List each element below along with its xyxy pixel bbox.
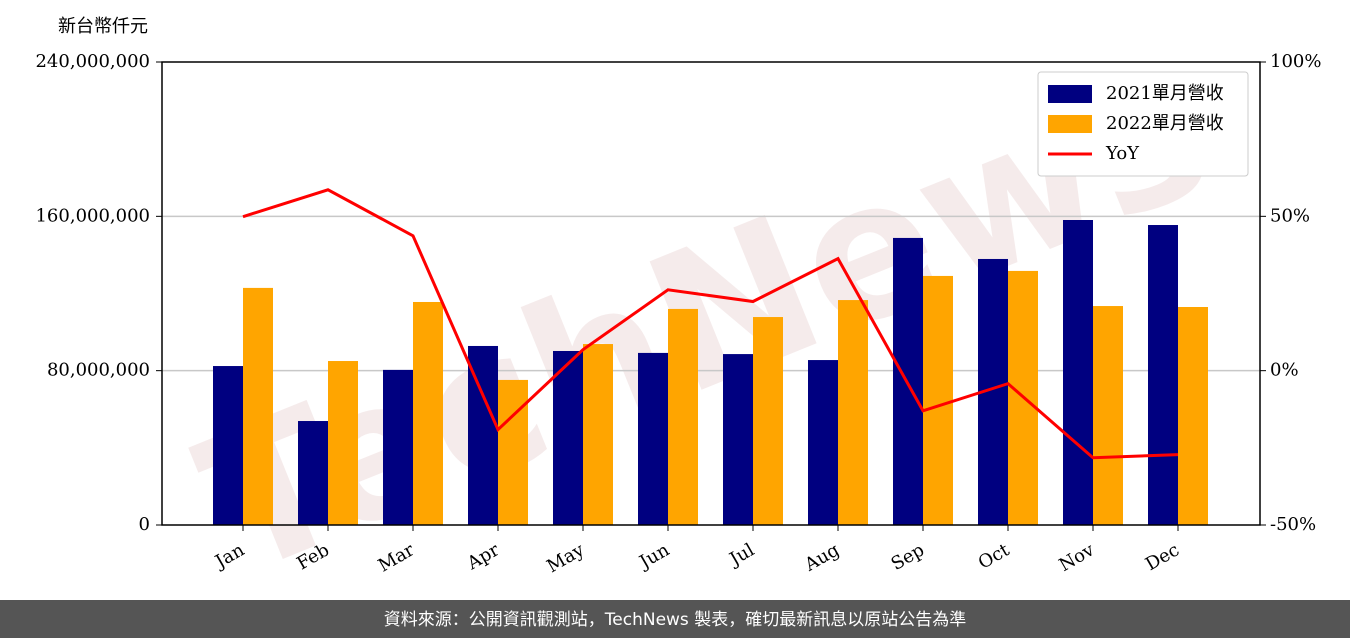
bar [1063, 219, 1093, 525]
x-tick-label: Jul [724, 539, 758, 571]
bar [1148, 225, 1178, 525]
x-tick-label: Aug [800, 539, 843, 576]
x-tick-label: May [543, 539, 588, 577]
legend-swatch [1048, 85, 1092, 103]
y-axis-label: 新台幣仟元 [58, 16, 148, 37]
x-tick-label: Nov [1056, 539, 1099, 576]
bar [298, 421, 328, 525]
bar [723, 354, 753, 525]
bar [668, 308, 698, 525]
legend-label: YoY [1105, 143, 1140, 164]
bar [838, 300, 868, 525]
plot-frame [161, 61, 1261, 526]
bar [553, 350, 583, 525]
x-tick-label: Apr [463, 539, 503, 574]
bar [213, 366, 243, 525]
bar [243, 287, 273, 525]
y-tick-label: 0 [139, 514, 150, 535]
legend-swatch [1048, 115, 1092, 133]
y2-tick-label: 50% [1270, 205, 1310, 226]
footer-bar [0, 600, 1350, 638]
y-tick-label: 240,000,000 [35, 51, 150, 72]
y-tick-label: 80,000,000 [47, 360, 150, 381]
y2-tick-label: -50% [1270, 514, 1316, 535]
bar [808, 360, 838, 525]
legend-label: 2021單月營收 [1106, 83, 1224, 104]
line [242, 188, 1179, 460]
x-tick-label: Dec [1142, 539, 1183, 575]
bar [413, 301, 443, 525]
bar [498, 379, 528, 525]
bar [1178, 307, 1208, 525]
y2-tick-label: 100% [1270, 51, 1321, 72]
bar [638, 352, 668, 525]
legend-label: 2022單月營收 [1106, 113, 1224, 134]
bar [1093, 306, 1123, 525]
bar [753, 317, 783, 525]
bar [923, 275, 953, 525]
footer: 資料來源：公開資訊觀測站，TechNews 製表，確切最新訊息以原站公告為準 [384, 610, 966, 630]
bar [383, 369, 413, 525]
y-tick-label: 160,000,000 [35, 205, 150, 226]
y2-tick-label: 0% [1270, 360, 1299, 381]
x-tick-label: Sep [888, 539, 928, 574]
bar [328, 361, 358, 525]
x-tick-label: Jun [634, 539, 673, 574]
x-tick-label: Oct [975, 539, 1014, 574]
bar [583, 344, 613, 525]
